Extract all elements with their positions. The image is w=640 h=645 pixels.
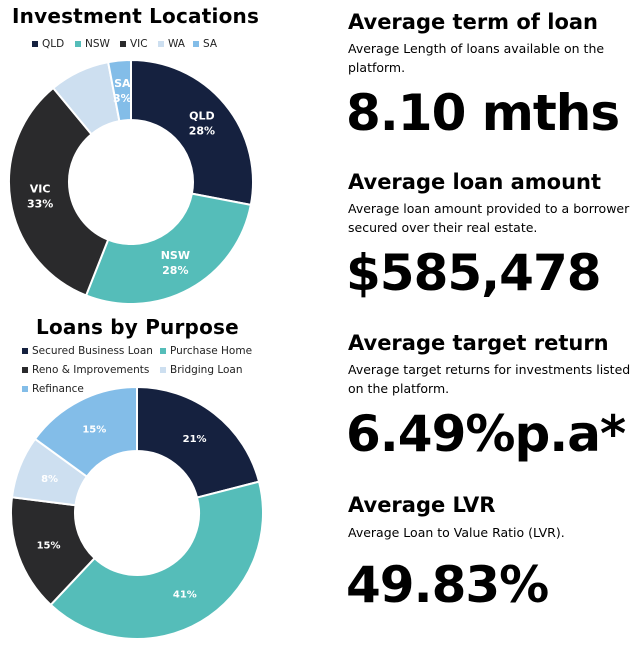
slice-data-label: QLD 28%: [189, 110, 215, 138]
legend-item: Bridging Loan: [160, 364, 243, 376]
donut-chart-locations: QLD 28% NSW 28% VIC 33% SA 3%: [8, 58, 254, 305]
legend-label: Secured Business Loan: [32, 345, 153, 357]
legend-item: Reno & Improvements: [22, 364, 149, 376]
legend-label: NSW: [85, 38, 110, 50]
legend-swatch: [22, 386, 28, 392]
stat-title-amount: Average loan amount: [348, 170, 602, 194]
legend-label: QLD: [42, 38, 65, 50]
stat-value-return: 6.49%p.a*: [346, 405, 626, 463]
stat-desc-amount: Average loan amount provided to a borrow…: [348, 201, 630, 235]
legend-label: Refinance: [32, 383, 84, 395]
legend-item: Refinance: [22, 383, 84, 395]
legend-item: SA: [193, 38, 217, 50]
chart-title-locations: Investment Locations: [12, 4, 260, 28]
legend-item: Purchase Home: [160, 345, 252, 357]
legend-item: NSW: [75, 38, 110, 50]
donut-slice-purchase-home: [49, 480, 264, 640]
stat-desc-lvr: Average Loan to Value Ratio (LVR).: [348, 525, 565, 540]
slice-data-label: NSW 28%: [161, 249, 190, 277]
donut-slice-secured-business-loan: [136, 385, 261, 499]
slice-data-label: 21%: [183, 434, 207, 445]
stat-title-term: Average term of loan: [348, 10, 599, 34]
stat-desc-term: Average Length of loans available on the…: [348, 41, 605, 75]
stat-desc-return: Average target returns for investments l…: [348, 362, 631, 396]
slice-data-label: VIC 33%: [27, 183, 53, 211]
slice-data-label: SA 3%: [113, 77, 132, 105]
donut-slice-qld: [130, 58, 254, 207]
stat-value-term: 8.10 mths: [346, 84, 620, 142]
legend-swatch: [120, 41, 126, 47]
stat-title-lvr: Average LVR: [348, 493, 496, 517]
legend-swatch: [160, 348, 166, 354]
legend-swatch: [22, 367, 28, 373]
donut-slice-nsw: [84, 192, 253, 305]
legend-item: VIC: [120, 38, 148, 50]
slice-data-label: 8%: [41, 474, 58, 485]
legend-label: WA: [168, 38, 185, 50]
legend-swatch: [160, 367, 166, 373]
legend-swatch: [75, 41, 81, 47]
slice-data-label: 15%: [37, 540, 61, 551]
chart-title-purpose: Loans by Purpose: [36, 315, 239, 339]
stat-value-amount: $585,478: [346, 244, 602, 302]
legend-swatch: [158, 41, 164, 47]
legend-locations: QLD NSW VIC WA SA: [0, 38, 260, 52]
legend-purpose: Secured Business Loan Purchase Home Reno…: [0, 345, 280, 401]
legend-item: QLD: [32, 38, 64, 50]
donut-slice-sa: [106, 58, 132, 123]
legend-swatch: [22, 348, 28, 354]
legend-label: Bridging Loan: [170, 364, 243, 376]
legend-item: Secured Business Loan: [22, 345, 153, 357]
donut-slice-refinance: [33, 385, 138, 478]
legend-label: Reno & Improvements: [32, 364, 150, 376]
legend-swatch: [32, 41, 38, 47]
slice-data-label: 41%: [173, 589, 197, 600]
legend-label: Purchase Home: [170, 345, 253, 357]
legend-label: VIC: [130, 38, 148, 50]
legend-item: WA: [158, 38, 185, 50]
stat-title-return: Average target return: [348, 331, 609, 355]
slice-data-label: 15%: [82, 425, 106, 436]
legend-label: SA: [203, 38, 218, 50]
stat-value-lvr: 49.83%: [346, 556, 549, 614]
donut-slice-vic: [8, 86, 110, 297]
legend-swatch: [193, 41, 199, 47]
donut-chart-purpose: 21% 41% 15% 8% 15%: [10, 385, 264, 640]
